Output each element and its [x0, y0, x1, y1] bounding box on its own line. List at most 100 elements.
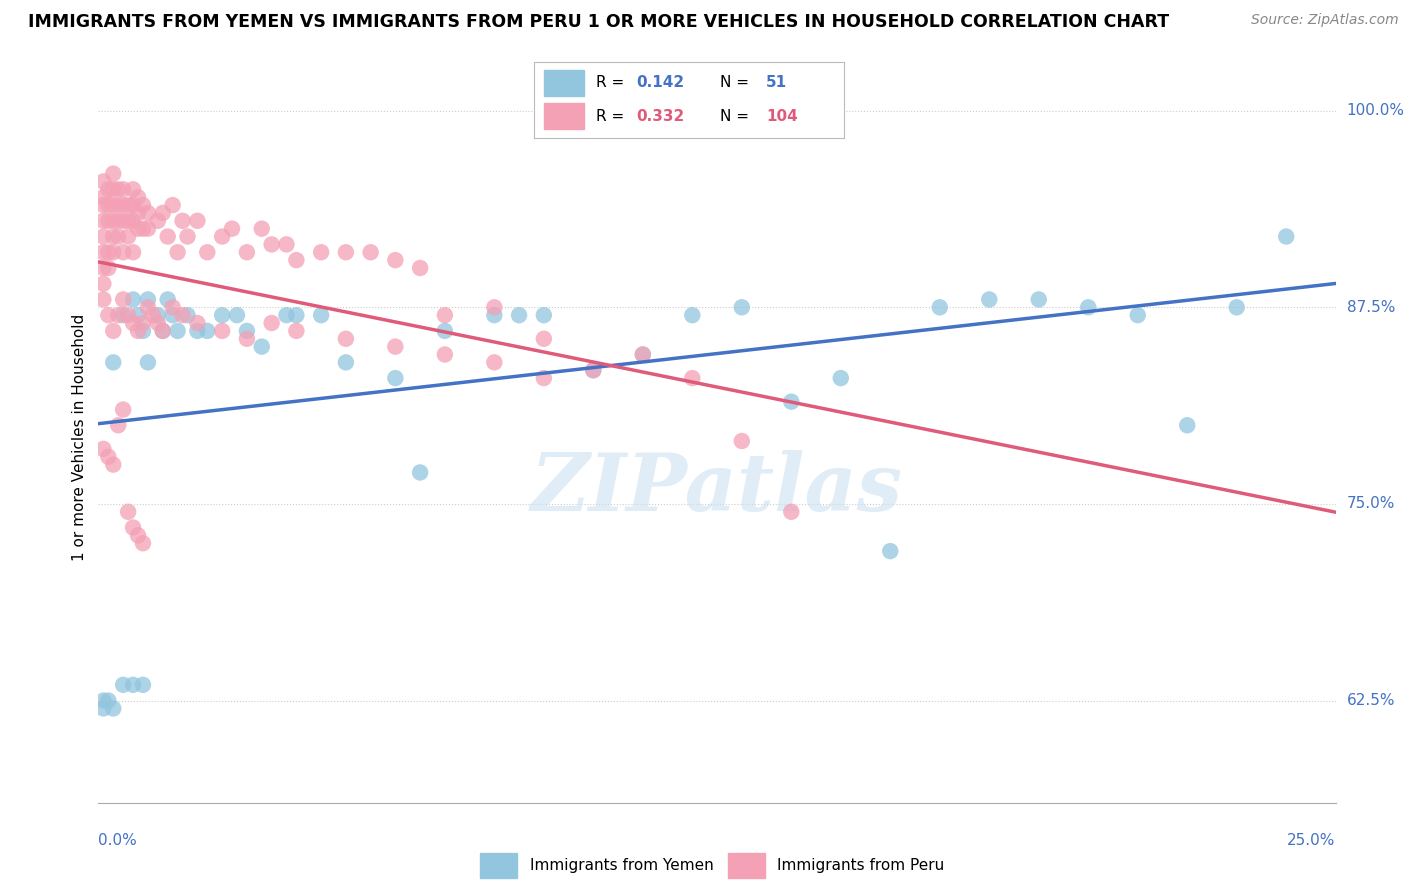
Point [172, 308, 194, 322]
Point [93, 198, 115, 212]
Point [112, 182, 135, 196]
Point [172, 214, 194, 228]
Point [152, 324, 174, 338]
Text: Immigrants from Yemen: Immigrants from Yemen [530, 858, 713, 872]
Point [142, 308, 165, 322]
Point [533, 371, 555, 385]
Point [136, 301, 159, 315]
Point [97, 245, 120, 260]
Text: ZIPatlas: ZIPatlas [531, 450, 903, 527]
Point [93, 260, 115, 275]
Point [335, 332, 357, 346]
Point [117, 505, 139, 519]
Point [1175, 418, 1198, 433]
Point [979, 293, 1001, 307]
Point [631, 347, 654, 361]
Text: 75.0%: 75.0% [1347, 497, 1395, 511]
Text: 87.5%: 87.5% [1347, 300, 1395, 315]
Point [1077, 301, 1099, 315]
Bar [544, 70, 583, 95]
Point [162, 301, 184, 315]
Point [103, 245, 125, 260]
Point [533, 308, 555, 322]
Point [93, 190, 115, 204]
Point [260, 237, 283, 252]
Point [631, 347, 654, 361]
Point [928, 301, 950, 315]
Point [335, 355, 357, 369]
Point [127, 528, 149, 542]
Point [146, 308, 169, 322]
Point [879, 544, 901, 558]
Point [132, 316, 155, 330]
Point [409, 260, 432, 275]
Text: N =: N = [720, 109, 754, 124]
Bar [544, 103, 583, 129]
Point [236, 324, 259, 338]
Point [93, 245, 115, 260]
Text: 25.0%: 25.0% [1288, 833, 1336, 848]
Point [93, 214, 115, 228]
Point [276, 237, 298, 252]
Point [107, 182, 129, 196]
Point [582, 363, 605, 377]
Point [112, 293, 135, 307]
Point [1126, 308, 1149, 322]
Point [93, 229, 115, 244]
Point [97, 182, 120, 196]
Point [681, 371, 703, 385]
Point [97, 308, 120, 322]
Point [122, 678, 145, 692]
Point [117, 229, 139, 244]
Text: Immigrants from Peru: Immigrants from Peru [778, 858, 945, 872]
Point [186, 324, 208, 338]
Point [152, 206, 174, 220]
Point [93, 277, 115, 291]
Point [780, 505, 803, 519]
Text: R =: R = [596, 109, 630, 124]
Point [103, 229, 125, 244]
Point [93, 701, 115, 715]
Point [250, 340, 273, 354]
Point [146, 316, 169, 330]
Point [93, 693, 115, 707]
Text: N =: N = [720, 76, 754, 90]
Point [156, 229, 179, 244]
Point [127, 221, 149, 235]
Point [1028, 293, 1050, 307]
Point [260, 316, 283, 330]
Point [97, 260, 120, 275]
Point [132, 536, 155, 550]
Point [226, 308, 249, 322]
Point [409, 466, 432, 480]
Point [508, 308, 530, 322]
Point [136, 221, 159, 235]
Bar [728, 853, 765, 878]
Point [384, 340, 406, 354]
Point [132, 678, 155, 692]
Point [433, 347, 456, 361]
Text: 0.332: 0.332 [637, 109, 685, 124]
Point [186, 214, 208, 228]
Point [360, 245, 382, 260]
Point [97, 198, 120, 212]
Point [97, 450, 120, 464]
Point [582, 363, 605, 377]
Point [384, 253, 406, 268]
Point [112, 678, 135, 692]
Text: IMMIGRANTS FROM YEMEN VS IMMIGRANTS FROM PERU 1 OR MORE VEHICLES IN HOUSEHOLD CO: IMMIGRANTS FROM YEMEN VS IMMIGRANTS FROM… [28, 13, 1170, 31]
Text: 62.5%: 62.5% [1347, 693, 1395, 708]
Point [127, 206, 149, 220]
Point [433, 324, 456, 338]
Point [122, 316, 145, 330]
Point [830, 371, 852, 385]
Point [112, 214, 135, 228]
Point [221, 221, 243, 235]
Point [117, 198, 139, 212]
Point [236, 332, 259, 346]
Point [195, 324, 218, 338]
Point [186, 316, 208, 330]
Point [156, 293, 179, 307]
Point [309, 308, 332, 322]
Point [127, 324, 149, 338]
